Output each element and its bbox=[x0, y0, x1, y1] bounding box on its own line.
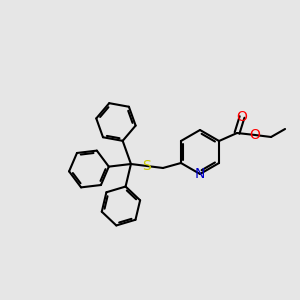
Text: S: S bbox=[142, 159, 151, 173]
Text: O: O bbox=[237, 110, 248, 124]
Text: N: N bbox=[195, 167, 205, 181]
Text: O: O bbox=[250, 128, 260, 142]
